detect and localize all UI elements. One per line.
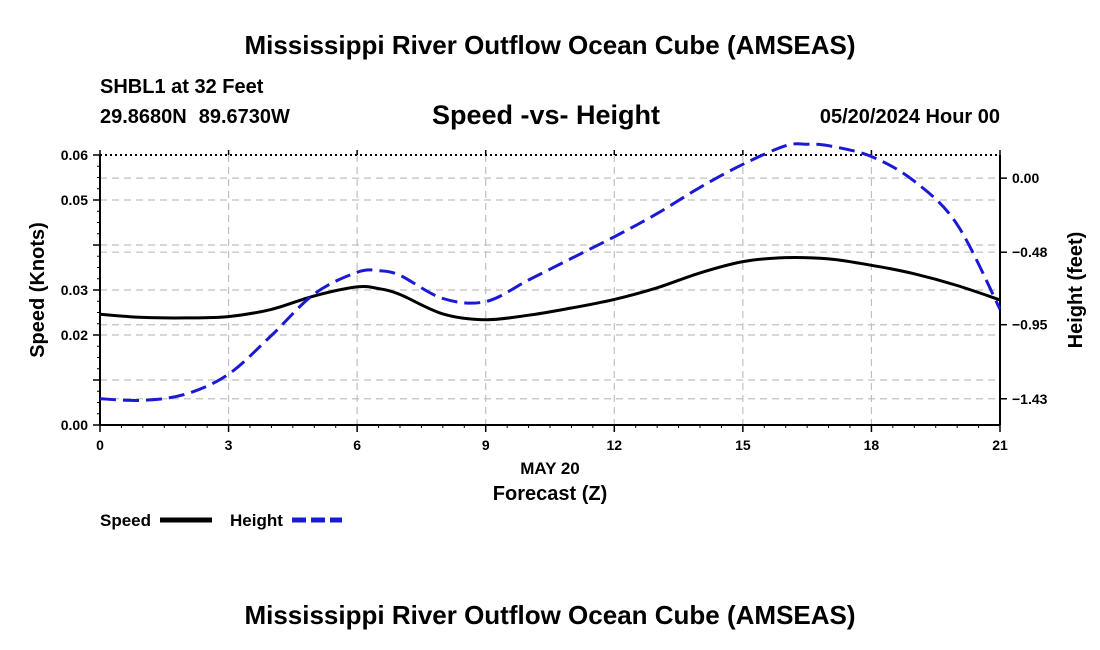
x-tick-label: 0: [96, 437, 104, 453]
y-tick-label-left: 0.02: [61, 327, 88, 343]
series-layer: [99, 142, 1002, 402]
y-tick-label-right: −0.48: [1012, 244, 1048, 260]
y-tick-label-right: −0.95: [1012, 317, 1048, 333]
y-tick-label-left: 0.06: [61, 147, 88, 163]
chart-title: Speed -vs- Height: [432, 100, 661, 130]
legend-height-label: Height: [230, 511, 283, 530]
legend-speed-label: Speed: [100, 511, 151, 530]
y-tick-label-left: 0.00: [61, 417, 88, 433]
x-tick-label: 9: [482, 437, 490, 453]
x-axis-label: Forecast (Z): [493, 483, 607, 505]
forecast-datetime: 05/20/2024 Hour 00: [819, 106, 1000, 128]
station-name: SHBL1 at 32 Feet: [100, 76, 264, 98]
x-tick-label: 6: [353, 437, 361, 453]
station-lon: 89.6730W: [198, 106, 290, 128]
legend: Speed Height: [100, 511, 342, 530]
x-tick-label: 15: [735, 437, 751, 453]
x-tick-label: 21: [992, 437, 1008, 453]
x-tick-label: 3: [225, 437, 233, 453]
series-line-height: [99, 142, 1002, 402]
y-tick-label-right: 0.00: [1012, 170, 1039, 186]
right-axis-label: Height (feet): [1065, 232, 1087, 349]
y-tick-label-left: 0.05: [61, 192, 88, 208]
x-axis-date-label: MAY 20: [520, 459, 580, 478]
station-coordinates: 29.8680N 89.6730W: [100, 106, 302, 129]
left-axis-label: Speed (Knots): [27, 222, 49, 358]
series-line-speed: [99, 255, 1001, 322]
y-tick-label-left: 0.03: [61, 282, 88, 298]
x-tick-label: 12: [606, 437, 622, 453]
station-lat: 29.8680N: [100, 106, 187, 128]
x-tick-label: 18: [864, 437, 880, 453]
footer-title: Mississippi River Outflow Ocean Cube (AM…: [244, 600, 856, 630]
grid-layer: [100, 155, 1000, 425]
tick-layer: 0 3 6 9 12 15 18 21 0.00 0.02 0.03 0.05 0.06 0.00 −0.4…: [61, 147, 1048, 453]
y-tick-label-right: −1.43: [1012, 391, 1048, 407]
page-title: Mississippi River Outflow Ocean Cube (AM…: [244, 30, 856, 60]
